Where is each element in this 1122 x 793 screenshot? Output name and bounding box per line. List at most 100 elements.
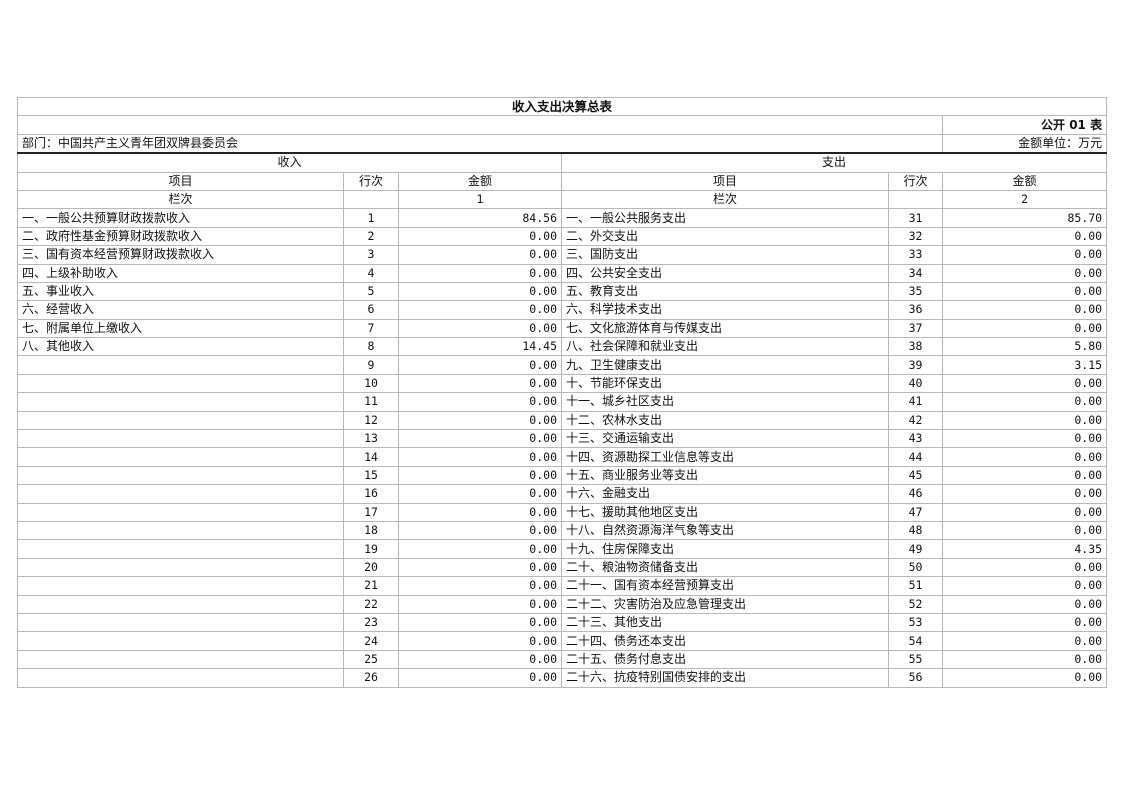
income-line: 5	[343, 281, 399, 302]
expense-line: 38	[888, 337, 943, 357]
income-lanci-label: 栏次	[17, 189, 344, 210]
expense-item: 九、卫生健康支出	[561, 355, 889, 375]
expense-item: 一、一般公共服务支出	[561, 208, 889, 228]
income-amount: 0.00	[398, 576, 562, 596]
table-row: 18 0.00 十八、自然资源海洋气象等支出 48 0.00	[17, 520, 1108, 541]
income-line: 18	[343, 520, 399, 541]
expense-line: 55	[888, 649, 943, 670]
expense-line: 47	[888, 502, 943, 522]
income-amount-header: 金额	[398, 171, 562, 191]
income-line: 13	[343, 429, 399, 449]
income-line: 12	[343, 410, 399, 431]
expense-line: 54	[888, 631, 943, 651]
expense-line: 48	[888, 520, 943, 541]
table-row: 23 0.00 二十三、其他支出 53 0.00	[17, 612, 1108, 633]
income-line: 6	[343, 300, 399, 320]
income-line: 17	[343, 502, 399, 522]
income-line: 9	[343, 355, 399, 375]
department-label: 部门：中国共产主义青年团双牌县委员会	[17, 133, 943, 154]
expense-amount: 85.70	[941, 208, 1108, 228]
expense-amount: 5.80	[941, 337, 1108, 357]
income-item	[17, 520, 344, 541]
income-amount: 0.00	[398, 612, 562, 633]
expense-item: 十五、商业服务业等支出	[561, 465, 889, 486]
income-line: 8	[343, 337, 399, 357]
income-line: 24	[343, 631, 399, 651]
expense-item: 七、文化旅游体育与传媒支出	[561, 318, 889, 339]
section-header-row: 收入 支出	[17, 152, 1108, 173]
expense-item: 十、节能环保支出	[561, 373, 889, 394]
table-row: 一、一般公共预算财政拨款收入 1 84.56 一、一般公共服务支出 31 85.70	[17, 208, 1108, 228]
column-number-row: 栏次 1 栏次 2	[17, 189, 1108, 210]
expense-item: 八、社会保障和就业支出	[561, 337, 889, 357]
income-amount: 0.00	[398, 631, 562, 651]
income-line: 23	[343, 612, 399, 633]
income-amount: 0.00	[398, 245, 562, 265]
expense-amount: 0.00	[941, 281, 1108, 302]
table-row: 14 0.00 十四、资源勘探工业信息等支出 44 0.00	[17, 447, 1108, 467]
expense-line: 49	[888, 539, 943, 559]
income-item: 七、附属单位上缴收入	[17, 318, 344, 339]
expense-amount: 0.00	[941, 502, 1108, 522]
expense-amount: 0.00	[941, 594, 1108, 614]
income-item	[17, 465, 344, 486]
income-line: 15	[343, 465, 399, 486]
page-title: 收入支出决算总表	[16, 96, 1108, 117]
table-row: 七、附属单位上缴收入 7 0.00 七、文化旅游体育与传媒支出 37 0.00	[17, 318, 1108, 339]
table-row: 26 0.00 二十六、抗疫特别国债安排的支出 56 0.00	[17, 668, 1108, 688]
income-amount: 0.00	[398, 318, 562, 339]
table-row: 16 0.00 十六、金融支出 46 0.00	[17, 484, 1108, 504]
table-row: 二、政府性基金预算财政拨款收入 2 0.00 二、外交支出 32 0.00	[17, 226, 1108, 247]
table-row: 19 0.00 十九、住房保障支出 49 4.35	[17, 539, 1108, 559]
table-row: 24 0.00 二十四、债务还本支出 54 0.00	[17, 631, 1108, 651]
income-item	[17, 392, 344, 412]
expense-item: 十三、交通运输支出	[561, 429, 889, 449]
income-line: 11	[343, 392, 399, 412]
income-amount: 0.00	[398, 484, 562, 504]
income-line: 7	[343, 318, 399, 339]
expense-item: 二、外交支出	[561, 226, 889, 247]
expense-item: 二十一、国有资本经营预算支出	[561, 576, 889, 596]
expense-item: 二十五、债务付息支出	[561, 649, 889, 670]
expense-item: 二十六、抗疫特别国债安排的支出	[561, 668, 889, 688]
expense-amount: 0.00	[941, 631, 1108, 651]
expense-item: 二十四、债务还本支出	[561, 631, 889, 651]
table-row: 25 0.00 二十五、债务付息支出 55 0.00	[17, 649, 1108, 670]
income-item	[17, 429, 344, 449]
income-amount: 0.00	[398, 355, 562, 375]
table-row: 22 0.00 二十二、灾害防治及应急管理支出 52 0.00	[17, 594, 1108, 614]
unit-label: 金额单位：万元	[941, 133, 1108, 154]
column-header-row: 项目 行次 金额 项目 行次 金额	[17, 171, 1108, 191]
expense-line: 34	[888, 263, 943, 283]
income-line: 2	[343, 226, 399, 247]
income-item: 四、上级补助收入	[17, 263, 344, 283]
income-item-header: 项目	[17, 171, 344, 191]
table-row: 21 0.00 二十一、国有资本经营预算支出 51 0.00	[17, 576, 1108, 596]
income-item	[17, 410, 344, 431]
table-row: 12 0.00 十二、农林水支出 42 0.00	[17, 410, 1108, 431]
expense-line: 56	[888, 668, 943, 688]
income-amount: 0.00	[398, 281, 562, 302]
expense-amount: 0.00	[941, 318, 1108, 339]
expense-line: 51	[888, 576, 943, 596]
income-item	[17, 373, 344, 394]
income-amount: 0.00	[398, 300, 562, 320]
table-row: 9 0.00 九、卫生健康支出 39 3.15	[17, 355, 1108, 375]
expense-line: 45	[888, 465, 943, 486]
income-amount: 0.00	[398, 392, 562, 412]
expense-amount: 0.00	[941, 245, 1108, 265]
expense-amount: 0.00	[941, 576, 1108, 596]
table-row: 10 0.00 十、节能环保支出 40 0.00	[17, 373, 1108, 394]
expense-item: 四、公共安全支出	[561, 263, 889, 283]
expense-item: 十四、资源勘探工业信息等支出	[561, 447, 889, 467]
income-line: 26	[343, 668, 399, 688]
income-amount: 0.00	[398, 410, 562, 431]
expense-amount: 0.00	[941, 668, 1108, 688]
expense-amount: 0.00	[941, 484, 1108, 504]
expense-amount: 0.00	[941, 226, 1108, 247]
expense-amount: 0.00	[941, 263, 1108, 283]
income-line: 1	[343, 208, 399, 228]
expense-amount: 0.00	[941, 429, 1108, 449]
income-amount: 0.00	[398, 226, 562, 247]
income-col-no: 1	[398, 189, 562, 210]
